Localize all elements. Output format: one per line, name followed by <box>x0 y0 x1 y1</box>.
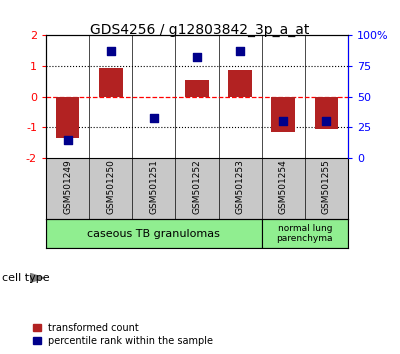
Text: caseous TB granulomas: caseous TB granulomas <box>88 229 220 239</box>
Text: GSM501251: GSM501251 <box>149 160 158 215</box>
Point <box>237 48 243 54</box>
Bar <box>185 80 209 97</box>
Bar <box>272 97 295 132</box>
Text: GSM501249: GSM501249 <box>63 160 72 215</box>
Point <box>194 55 200 60</box>
Text: cell type: cell type <box>2 273 50 283</box>
Legend: transformed count, percentile rank within the sample: transformed count, percentile rank withi… <box>33 323 214 346</box>
Point <box>64 137 71 142</box>
Point <box>280 118 286 124</box>
Text: normal lung
parenchyma: normal lung parenchyma <box>277 224 333 243</box>
Bar <box>314 97 338 129</box>
Point <box>151 115 157 120</box>
Bar <box>262 219 348 248</box>
Bar <box>99 68 122 97</box>
Point <box>323 118 330 124</box>
Text: GDS4256 / g12803842_3p_a_at: GDS4256 / g12803842_3p_a_at <box>90 23 310 37</box>
Polygon shape <box>30 273 46 283</box>
Text: GSM501252: GSM501252 <box>192 160 202 215</box>
Text: GSM501255: GSM501255 <box>322 160 331 215</box>
Text: GSM501254: GSM501254 <box>279 160 288 215</box>
Bar <box>228 70 252 97</box>
Text: GSM501250: GSM501250 <box>106 160 115 215</box>
Bar <box>56 97 80 138</box>
Point <box>108 48 114 54</box>
Text: GSM501253: GSM501253 <box>236 160 245 215</box>
Bar <box>46 219 262 248</box>
